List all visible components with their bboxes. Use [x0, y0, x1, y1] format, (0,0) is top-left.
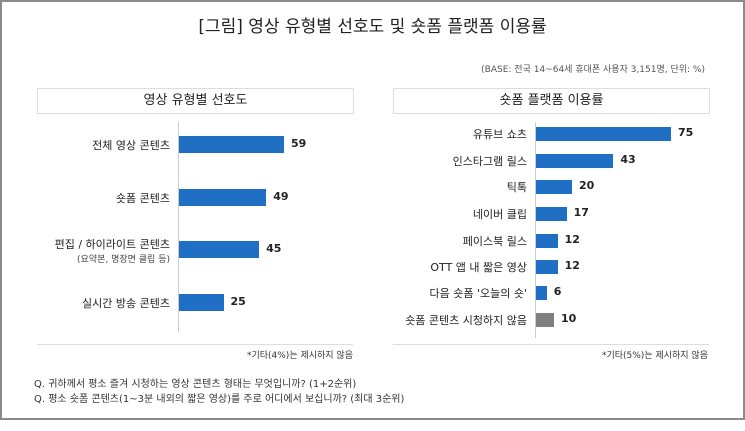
value-label: 12	[564, 233, 580, 246]
category-text: 유튜브 쇼츠	[472, 128, 527, 141]
question-2: Q. 평소 숏폼 콘텐츠(1~3분 내외의 짧은 영상)를 주로 어디에서 보십…	[34, 394, 405, 405]
bar	[179, 189, 267, 206]
category-text: 전체 영상 콘텐츠	[92, 138, 170, 152]
category-text: 실시간 방송 콘텐츠	[82, 296, 170, 310]
value-label: 43	[620, 153, 636, 166]
category-text: 페이스북 릴스	[462, 235, 527, 248]
value-label: 45	[266, 241, 282, 255]
right-footnote: *기타(5%)는 제시하지 않음	[601, 351, 708, 361]
bar	[536, 234, 558, 248]
category-text: 인스타그램 릴스	[452, 155, 527, 168]
question-1: Q. 귀하께서 평소 즐겨 시청하는 영상 콘텐츠 형태는 무엇입니까? (1+…	[34, 379, 357, 390]
value-label: 10	[561, 312, 577, 325]
figure-title: [그림] 영상 유형별 선호도 및 숏폼 플랫폼 이용률	[198, 17, 547, 37]
base-note: (BASE: 전국 14~64세 휴대폰 사용자 3,151명, 단위: %)	[481, 65, 705, 75]
value-label: 75	[678, 126, 694, 139]
bar	[536, 180, 572, 194]
right-chart-title: 숏폼 플랫폼 이용률	[393, 88, 710, 114]
category-label: 실시간 방송 콘텐츠	[82, 295, 170, 311]
category-note: (요약본, 명장면 클립 등)	[77, 255, 170, 265]
value-label: 20	[579, 179, 595, 192]
value-label: 17	[573, 206, 589, 219]
category-label: 다음 숏폼 '오늘의 숏'	[430, 285, 528, 301]
category-text: OTT 앱 내 짧은 영상	[430, 261, 527, 274]
category-text: 숏폼 콘텐츠	[115, 191, 170, 205]
category-text: 틱톡	[506, 181, 527, 194]
bar	[536, 260, 558, 274]
right-axis	[535, 122, 536, 338]
left-axis	[178, 122, 179, 332]
bar	[536, 207, 567, 221]
category-label: 유튜브 쇼츠	[473, 126, 527, 142]
value-label: 6	[553, 285, 562, 298]
value-label: 25	[230, 294, 246, 308]
category-label: 숏폼 콘텐츠	[116, 190, 170, 206]
category-text: 네이버 클립	[472, 208, 527, 221]
bar	[536, 286, 547, 300]
category-label: 숏폼 콘텐츠 시청하지 않음	[405, 312, 527, 328]
left-footnote: *기타(4%)는 제시하지 않음	[246, 351, 353, 361]
right-divider	[393, 344, 709, 345]
value-label: 12	[564, 259, 580, 272]
left-divider	[37, 344, 353, 345]
category-label: 편집 / 하이라이트 콘텐츠 (요약본, 명장면 클립 등)	[55, 236, 170, 265]
bar	[536, 154, 614, 168]
category-label: 전체 영상 콘텐츠	[92, 137, 170, 153]
bar	[536, 313, 554, 327]
category-text: 편집 / 하이라이트 콘텐츠	[54, 238, 170, 251]
bar	[536, 127, 671, 141]
category-label: 틱톡	[507, 179, 527, 195]
value-label: 49	[273, 189, 289, 203]
figure: [그림] 영상 유형별 선호도 및 숏폼 플랫폼 이용률 (BASE: 전국 1…	[0, 0, 745, 420]
category-label: 인스타그램 릴스	[453, 153, 527, 169]
category-text: 다음 숏폼 '오늘의 숏'	[429, 287, 528, 300]
bar	[179, 136, 285, 153]
bar	[179, 294, 224, 311]
category-label: 네이버 클립	[473, 206, 527, 222]
left-chart-title: 영상 유형별 선호도	[37, 88, 354, 114]
category-label: 페이스북 릴스	[463, 233, 527, 249]
value-label: 59	[291, 136, 307, 150]
category-label: OTT 앱 내 짧은 영상	[430, 259, 527, 275]
category-text: 숏폼 콘텐츠 시청하지 않음	[405, 314, 527, 327]
bar	[179, 241, 260, 258]
